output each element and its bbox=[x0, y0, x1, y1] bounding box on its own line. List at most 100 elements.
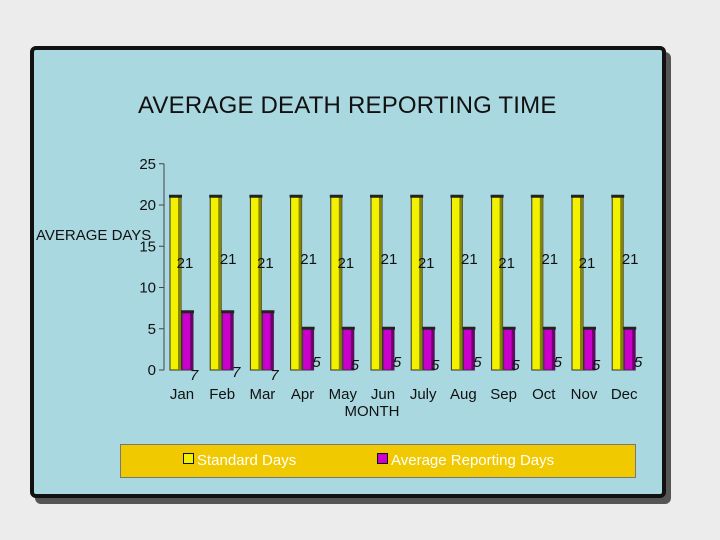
bar-average-reporting-days-cap bbox=[221, 310, 235, 314]
x-tick-label: Aug bbox=[450, 386, 477, 403]
bar-average-reporting-days-cap bbox=[181, 310, 194, 314]
bar-standard-days-cap bbox=[611, 194, 625, 198]
y-tick-label: 0 bbox=[148, 362, 156, 379]
bar-standard-days-cap bbox=[490, 194, 504, 198]
data-label-average-reporting-days: 5 bbox=[312, 354, 321, 371]
bar-average-reporting-days-shade bbox=[310, 328, 314, 370]
x-tick-label: Jun bbox=[371, 386, 395, 403]
chart-title: AVERAGE DEATH REPORTING TIME bbox=[138, 92, 557, 119]
x-tick-label: Feb bbox=[209, 386, 235, 403]
data-label-average-reporting-days: 5 bbox=[592, 357, 601, 374]
bar-average-reporting-days-shade bbox=[190, 312, 193, 370]
bar-standard-days-cap bbox=[249, 194, 263, 198]
bar-standard-days-shade bbox=[539, 196, 543, 370]
data-label-average-reporting-days: 5 bbox=[393, 354, 402, 371]
data-label-standard-days: 21 bbox=[220, 251, 237, 268]
bar-average-reporting-days-cap bbox=[583, 326, 596, 330]
bar-average-reporting-days-cap bbox=[502, 326, 516, 330]
bar-standard-days-cap bbox=[450, 194, 464, 198]
bar-average-reporting-days-cap bbox=[462, 326, 476, 330]
bar-standard-days-shade bbox=[620, 196, 624, 370]
x-tick-label: Nov bbox=[571, 386, 598, 403]
bar-standard-days-shade bbox=[379, 196, 382, 370]
bar-standard-days-shade bbox=[459, 196, 463, 370]
y-tick-label: 15 bbox=[139, 238, 156, 255]
legend-swatch-standard bbox=[183, 453, 194, 464]
bar-average-reporting-days-shade bbox=[551, 328, 555, 370]
bar-average-reporting-days-cap bbox=[623, 326, 637, 330]
y-tick-label: 5 bbox=[148, 321, 156, 338]
data-label-standard-days: 21 bbox=[579, 255, 596, 272]
data-label-average-reporting-days: 5 bbox=[351, 357, 360, 374]
bar-standard-days-shade bbox=[258, 196, 262, 370]
legend: Standard Days Average Reporting Days bbox=[120, 444, 636, 478]
bar-average-reporting-days-cap bbox=[261, 310, 275, 314]
bar-standard-days-cap bbox=[209, 194, 223, 198]
bar-average-reporting-days-shade bbox=[632, 328, 636, 370]
data-label-standard-days: 21 bbox=[418, 255, 435, 272]
data-label-standard-days: 21 bbox=[541, 251, 558, 268]
bar-average-reporting-days-cap bbox=[542, 326, 556, 330]
x-axis-label: MONTH bbox=[345, 403, 400, 420]
x-tick-label: July bbox=[410, 386, 437, 403]
bar-average-reporting-days-shade bbox=[431, 328, 435, 370]
chart-panel bbox=[30, 46, 666, 498]
legend-label-standard: Standard Days bbox=[197, 452, 297, 469]
data-label-average-reporting-days: 5 bbox=[554, 354, 563, 371]
data-label-standard-days: 21 bbox=[622, 251, 639, 268]
x-tick-label: Apr bbox=[291, 386, 314, 403]
data-label-standard-days: 21 bbox=[177, 255, 194, 272]
bar-average-reporting-days-cap bbox=[382, 326, 395, 330]
bar-average-reporting-days-shade bbox=[592, 328, 595, 370]
data-label-average-reporting-days: 5 bbox=[511, 357, 520, 374]
bar-standard-days-cap bbox=[289, 194, 303, 198]
data-label-average-reporting-days: 7 bbox=[190, 367, 199, 384]
data-label-standard-days: 21 bbox=[300, 251, 317, 268]
bar-standard-days-shade bbox=[218, 196, 222, 370]
bar-standard-days-shade bbox=[419, 196, 423, 370]
legend-item-average: Average Reporting Days bbox=[377, 452, 554, 469]
data-label-average-reporting-days: 5 bbox=[634, 354, 643, 371]
bar-average-reporting-days-shade bbox=[391, 328, 394, 370]
data-label-standard-days: 21 bbox=[257, 255, 274, 272]
data-label-standard-days: 21 bbox=[381, 251, 398, 268]
bar-standard-days-shade bbox=[580, 196, 583, 370]
x-tick-label: May bbox=[329, 386, 358, 403]
legend-item-standard: Standard Days bbox=[183, 452, 296, 469]
bar-standard-days-shade bbox=[298, 196, 302, 370]
bar-standard-days-cap bbox=[410, 194, 424, 198]
y-axis-label: AVERAGE DAYS bbox=[36, 227, 151, 244]
bar-standard-days-shade bbox=[338, 196, 342, 370]
x-tick-label: Sep bbox=[490, 386, 517, 403]
bar-standard-days-cap bbox=[329, 194, 343, 198]
x-tick-label: Oct bbox=[532, 386, 556, 403]
data-label-standard-days: 21 bbox=[461, 251, 478, 268]
legend-label-average: Average Reporting Days bbox=[391, 452, 555, 469]
legend-swatch-average bbox=[377, 453, 388, 464]
bar-average-reporting-days-cap bbox=[341, 326, 355, 330]
data-label-standard-days: 21 bbox=[498, 255, 515, 272]
bar-standard-days-cap bbox=[571, 194, 584, 198]
data-label-average-reporting-days: 7 bbox=[232, 364, 241, 381]
y-tick-label: 25 bbox=[139, 156, 156, 173]
y-tick-label: 10 bbox=[139, 280, 156, 297]
bar-average-reporting-days-cap bbox=[422, 326, 436, 330]
bar-average-reporting-days-shade bbox=[270, 312, 274, 370]
x-tick-label: Jan bbox=[170, 386, 194, 403]
bar-standard-days-cap bbox=[370, 194, 383, 198]
data-label-standard-days: 21 bbox=[337, 255, 354, 272]
y-tick-label: 20 bbox=[139, 197, 156, 214]
bar-standard-days-shade bbox=[499, 196, 503, 370]
bar-standard-days-cap bbox=[169, 194, 182, 198]
data-label-average-reporting-days: 5 bbox=[431, 357, 440, 374]
data-label-average-reporting-days: 5 bbox=[473, 354, 482, 371]
bar-average-reporting-days-shade bbox=[230, 312, 234, 370]
data-label-average-reporting-days: 7 bbox=[270, 367, 279, 384]
bar-standard-days-cap bbox=[530, 194, 544, 198]
x-tick-label: Mar bbox=[249, 386, 275, 403]
bar-average-reporting-days-cap bbox=[301, 326, 315, 330]
bar-standard-days-shade bbox=[178, 196, 181, 370]
bar-average-reporting-days-shade bbox=[511, 328, 515, 370]
bar-average-reporting-days-shade bbox=[471, 328, 475, 370]
